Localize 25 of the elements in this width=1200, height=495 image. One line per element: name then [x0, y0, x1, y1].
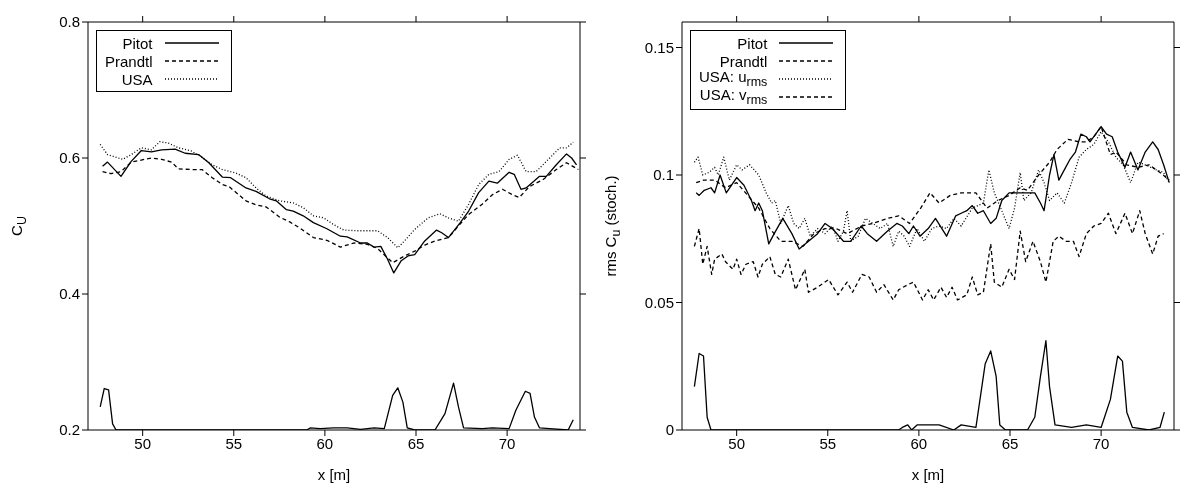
y-tick-label: 0.1	[653, 166, 674, 184]
x-tick-label: 65	[407, 434, 425, 452]
y-tick-label: 0.05	[644, 293, 674, 311]
x-tick-label: 50	[134, 434, 152, 452]
y-tick-label: 0.6	[59, 149, 80, 167]
x-tick-label: 60	[316, 434, 334, 452]
x-axis-title: x [m]	[910, 466, 946, 483]
y-tick-label: 0.2	[59, 421, 80, 439]
x-tick-label: 50	[728, 434, 746, 452]
x-tick-label: 70	[498, 434, 516, 452]
y-tick-label: 0.15	[644, 38, 674, 56]
x-tick-label: 55	[819, 434, 837, 452]
legend-label: Prandtl	[719, 52, 768, 70]
y-tick-label: 0.8	[59, 13, 80, 31]
legend-label: Pitot	[737, 34, 768, 52]
legend-label: Pitot	[122, 34, 153, 52]
y-tick-label: 0.4	[59, 285, 80, 303]
x-axis-title: x [m]	[316, 466, 352, 483]
x-tick-label: 60	[910, 434, 928, 452]
legend-label: Prandtl	[105, 52, 153, 70]
legend-label: USA	[121, 70, 153, 88]
y-tick-label: 0	[665, 421, 674, 439]
x-tick-label: 55	[225, 434, 243, 452]
x-tick-label: 65	[1001, 434, 1019, 452]
x-tick-label: 70	[1092, 434, 1110, 452]
